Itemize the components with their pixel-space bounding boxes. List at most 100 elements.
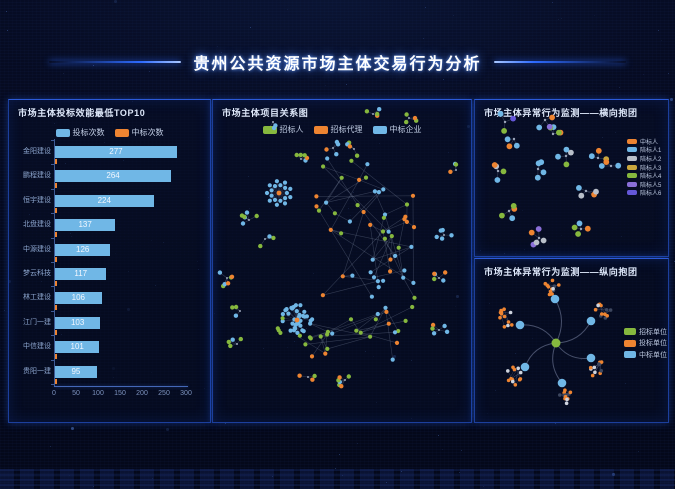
y-axis-tick [51,164,54,166]
legend-chip [627,173,637,179]
bar-win-count[interactable] [55,329,57,335]
panel-vertical-collusion: 市场主体异常行为监测——纵向抱团 招标单位投标单位中标单位 [474,258,669,423]
legend-chip [624,328,636,336]
legend-chip [55,128,70,137]
bar-win-count[interactable] [55,232,57,238]
hcol-nodes[interactable] [491,110,622,248]
hcol-legend-item-6[interactable]: 陪标人6 [627,189,662,198]
legend-label: 招标单位 [639,328,667,336]
legend-chip [313,125,328,134]
bar-bid-count[interactable] [55,316,101,329]
legend-chip [627,155,637,161]
bar-bid-count[interactable] [55,194,154,207]
panel-title-project-relation: 市场主体项目关系图 [222,108,309,118]
hcol-legend-item-2[interactable]: 陪标人2 [627,154,661,163]
legend-label: 中标单位 [639,351,667,359]
bar-win-count[interactable] [55,256,57,262]
bar-value-label: 101 [70,342,84,352]
bar-category-label: 贵阳一建 [23,367,51,375]
bar-bid-count[interactable] [55,170,172,183]
vcol-legend-item-2[interactable]: 中标单位 [624,349,667,361]
legend-label: 招标人 [279,125,304,134]
legend-label: 中标人 [640,139,659,146]
bar-chart[interactable]: 金阳建设 277 鹏程建设 264 恒宇建设 224 北盘建设 137 中源建设 126 梦云科技 1… [9,100,210,422]
x-axis-line [54,386,188,387]
x-axis-tick-label: 100 [92,390,104,397]
y-axis-tick [51,140,54,141]
bar-category-label: 梦云科技 [23,270,51,277]
graph-legend-item-2[interactable]: 中标企业 [372,124,422,135]
legend-label: 陪标人2 [640,156,662,163]
graph-legend-item-1[interactable]: 招标代理 [313,124,363,135]
hcol-legend-item-5[interactable]: 陪标人5 [627,180,661,189]
bar-win-count[interactable] [55,378,57,384]
bar-bid-count[interactable] [55,146,177,158]
bottom-decorative-stripes [0,469,675,489]
y-axis-tick [51,310,54,312]
bar-value-label: 277 [109,147,123,156]
legend-chip [114,128,129,137]
bar-bid-count[interactable] [55,268,107,280]
bar-category-label: 中源建设 [23,245,51,253]
bar-legend-item-0[interactable]: 投标次数 [55,127,105,138]
bar-win-count[interactable] [55,305,57,311]
vcol-legend-item-0[interactable]: 招标单位 [624,326,667,338]
bar-category-label: 鹏程建设 [23,172,51,180]
hcol-legend-item-4[interactable]: 陪标人4 [627,171,661,180]
y-axis-tick [51,359,54,361]
legend-chip [627,181,637,187]
bar-value-label: 137 [78,220,92,230]
bar-category-label: 江门一建 [23,318,51,326]
vertical-collusion-legend: 招标单位投标单位中标单位 [624,326,667,361]
bar-bid-count[interactable] [55,365,97,378]
y-axis-line [54,139,55,386]
bar-bid-count[interactable] [55,292,102,305]
horizontal-collusion-network[interactable] [475,100,668,256]
vertical-collusion-network[interactable] [475,259,668,422]
graph-nodes[interactable] [217,107,459,389]
bar-win-count[interactable] [55,159,58,164]
legend-chip [627,164,637,170]
bar-bid-count[interactable] [55,243,111,256]
legend-chip [627,147,637,153]
bar-win-count[interactable] [55,354,57,360]
panel-title-bid-efficiency: 市场主体投标效能最低TOP10 [18,108,146,118]
bar-category-label: 林工建设 [23,294,51,302]
legend-label: 陪标人6 [640,191,662,198]
hcol-legend-item-1[interactable]: 陪标人1 [627,146,661,154]
y-axis-tick [51,213,54,215]
x-axis-tick-label: 200 [136,390,148,397]
bar-value-label: 224 [97,195,111,205]
legend-label: 中标企业 [389,125,422,134]
horizontal-collusion-legend: 中标人 陪标人1 陪标人2 陪标人3 陪标人4 陪标人5 陪标人6 [627,137,661,197]
vcol-legend-item-1[interactable]: 投标单位 [624,338,667,350]
bar-win-count[interactable] [55,281,57,286]
hcol-legend-item-3[interactable]: 陪标人3 [627,163,661,172]
legend-label: 投标单位 [639,340,667,348]
bar-win-count[interactable] [55,183,57,189]
bar-bid-count[interactable] [55,341,100,354]
project-relation-network[interactable] [213,100,471,422]
y-axis-tick [51,335,54,337]
dashboard-header: 贵州公共资源市场主体交易行为分析 [0,50,675,74]
legend-label: 招标代理 [330,125,363,134]
legend-label: 投标次数 [72,128,105,137]
legend-chip [627,190,637,196]
x-axis-tick-label: 0 [52,390,56,397]
hcol-legend-item-0[interactable]: 中标人 [627,137,661,146]
panel-project-relation: 市场主体项目关系图 招标人 招标代理 中标企业 [212,99,472,423]
bar-category-label: 金阳建设 [23,148,51,155]
panel-title-vertical-collusion: 市场主体异常行为监测——纵向抱团 [484,267,638,277]
x-axis-tick-label: 150 [114,390,126,397]
bar-legend-item-1[interactable]: 中标次数 [114,127,164,138]
bar-bid-count[interactable] [55,219,116,232]
bar-value-label: 264 [106,171,120,181]
graph-edges [219,108,457,387]
bar-category-label: 恒宇建设 [23,196,51,204]
bar-win-count[interactable] [55,207,57,213]
vcol-nodes[interactable] [498,278,613,406]
y-axis-tick [51,262,54,263]
bar-value-label: 106 [71,293,85,303]
legend-chip [624,351,636,359]
